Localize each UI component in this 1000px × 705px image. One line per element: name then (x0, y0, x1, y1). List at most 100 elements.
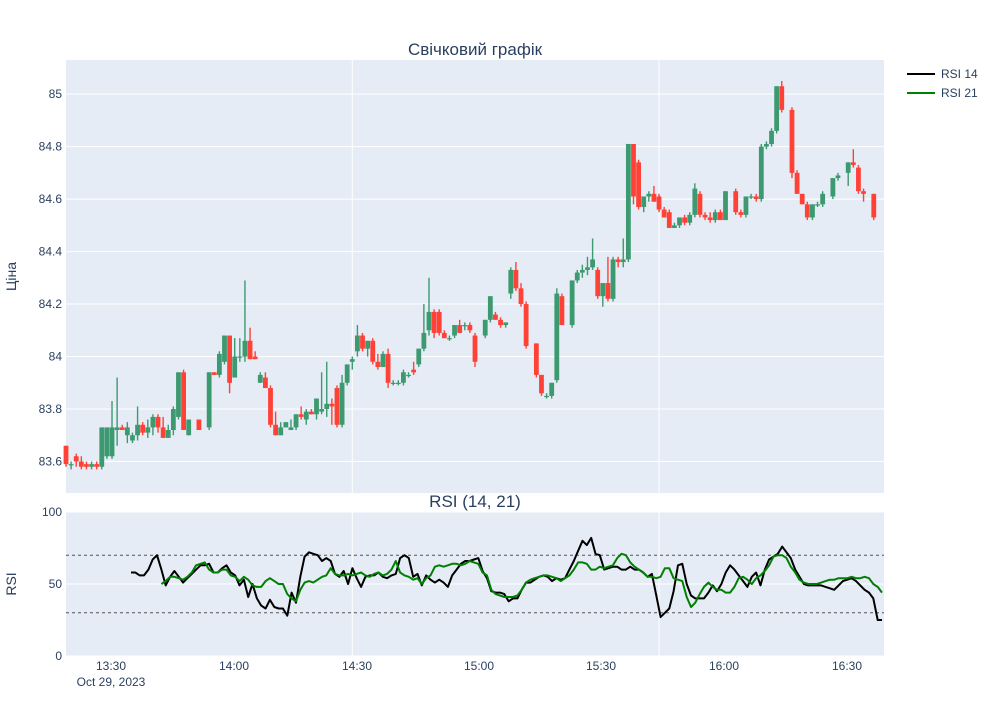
candle-decreasing (436, 309, 442, 336)
legend-item-rsi-14[interactable]: RSI 14 (907, 67, 978, 81)
rsi-y-tick-label: 100 (42, 505, 62, 519)
candle-increasing (406, 372, 411, 378)
candle-body (206, 372, 212, 428)
candle-body (222, 335, 227, 362)
candle-body (723, 191, 728, 221)
candle-body (810, 204, 815, 218)
candle-body (641, 196, 647, 207)
candle-decreasing (329, 398, 335, 425)
candle-decreasing (718, 209, 723, 221)
candle-body (467, 325, 473, 331)
candle-increasing (170, 406, 176, 436)
candle-decreasing (605, 256, 611, 302)
candle-body (457, 325, 463, 333)
candle-increasing (549, 382, 555, 399)
candle-decreasing (498, 317, 503, 328)
candle-decreasing (334, 385, 340, 428)
candle-increasing (324, 361, 330, 417)
candle-body (130, 435, 135, 441)
candle-body (636, 162, 641, 207)
candle-increasing (109, 401, 115, 459)
candle-decreasing (682, 214, 688, 226)
candle-body (63, 445, 69, 465)
candle-increasing (447, 335, 452, 341)
candle-increasing (569, 280, 575, 328)
rsi-reference-lines (66, 554, 884, 614)
legend[interactable]: RSI 14 RSI 21 (907, 67, 978, 100)
x-axis-date-label: Oct 29, 2023 (77, 675, 146, 689)
candle-increasing (692, 183, 698, 218)
candle-decreasing (518, 283, 524, 307)
legend-item-rsi-21[interactable]: RSI 21 (907, 86, 978, 100)
candle-body (237, 356, 243, 358)
candle-decreasing (513, 262, 519, 291)
candle-body (104, 427, 110, 457)
candle-body (620, 259, 626, 263)
candle-body (421, 332, 427, 349)
candle-decreasing (211, 372, 217, 375)
candle-body (109, 427, 115, 457)
candle-increasing (820, 191, 826, 207)
candle-body (764, 143, 769, 147)
candle-increasing (574, 269, 580, 284)
candle-increasing (482, 319, 488, 339)
candle-increasing (186, 419, 192, 436)
candle-body (574, 272, 580, 281)
candle-increasing (68, 461, 74, 470)
candle-increasing (165, 424, 171, 438)
candle-body (145, 427, 151, 433)
price-chart-title: Свічковий графік (408, 40, 543, 59)
candle-body (99, 427, 105, 467)
candle-increasing (723, 191, 728, 221)
candle-body (850, 162, 856, 165)
candle-decreasing (789, 107, 795, 179)
candle-body (508, 269, 514, 294)
candle-body (135, 424, 140, 436)
candle-decreasing (523, 301, 529, 349)
candle-increasing (104, 427, 110, 459)
candle-body (472, 335, 478, 362)
candle-body (590, 259, 595, 268)
candle-body (339, 382, 345, 425)
x-tick-label: 13:30 (96, 659, 126, 673)
candle-decreasing (457, 319, 463, 333)
candle-body (309, 411, 314, 415)
candle-increasing (426, 277, 432, 336)
candle-increasing (590, 238, 595, 270)
candle-body (651, 193, 657, 202)
candle-body (733, 191, 739, 213)
candle-decreasing (733, 188, 739, 215)
candle-body (769, 130, 774, 144)
candle-body (789, 109, 795, 173)
candle-body (380, 353, 386, 368)
candle-increasing (401, 369, 406, 386)
price-grid (66, 60, 884, 493)
candle-decreasing (799, 193, 805, 205)
candle-body (441, 332, 447, 339)
x-tick-label: 14:00 (219, 659, 249, 673)
candle-decreasing (651, 185, 657, 202)
candle-body (697, 193, 703, 215)
candle-body (462, 325, 468, 327)
candle-body (94, 464, 100, 467)
candle-body (375, 361, 381, 368)
candle-decreasing (227, 335, 232, 394)
candle-body (753, 196, 759, 200)
candle-body (661, 209, 667, 218)
candle-decreasing (252, 351, 258, 360)
candle-body (78, 461, 84, 467)
candle-body (549, 382, 555, 396)
candle-body (273, 424, 279, 436)
candle-body (324, 403, 330, 410)
price-y-tick-label: 83.6 (39, 455, 63, 469)
candle-increasing (237, 338, 243, 362)
price-y-tick-label: 84.4 (39, 245, 63, 259)
candle-body (114, 427, 120, 431)
candle-decreasing (298, 406, 304, 420)
candle-increasing (176, 372, 181, 420)
candle-body (242, 340, 248, 357)
x-tick-label: 15:30 (586, 659, 616, 673)
candle-body (406, 374, 411, 377)
legend-label-rsi-14: RSI 14 (941, 67, 978, 81)
